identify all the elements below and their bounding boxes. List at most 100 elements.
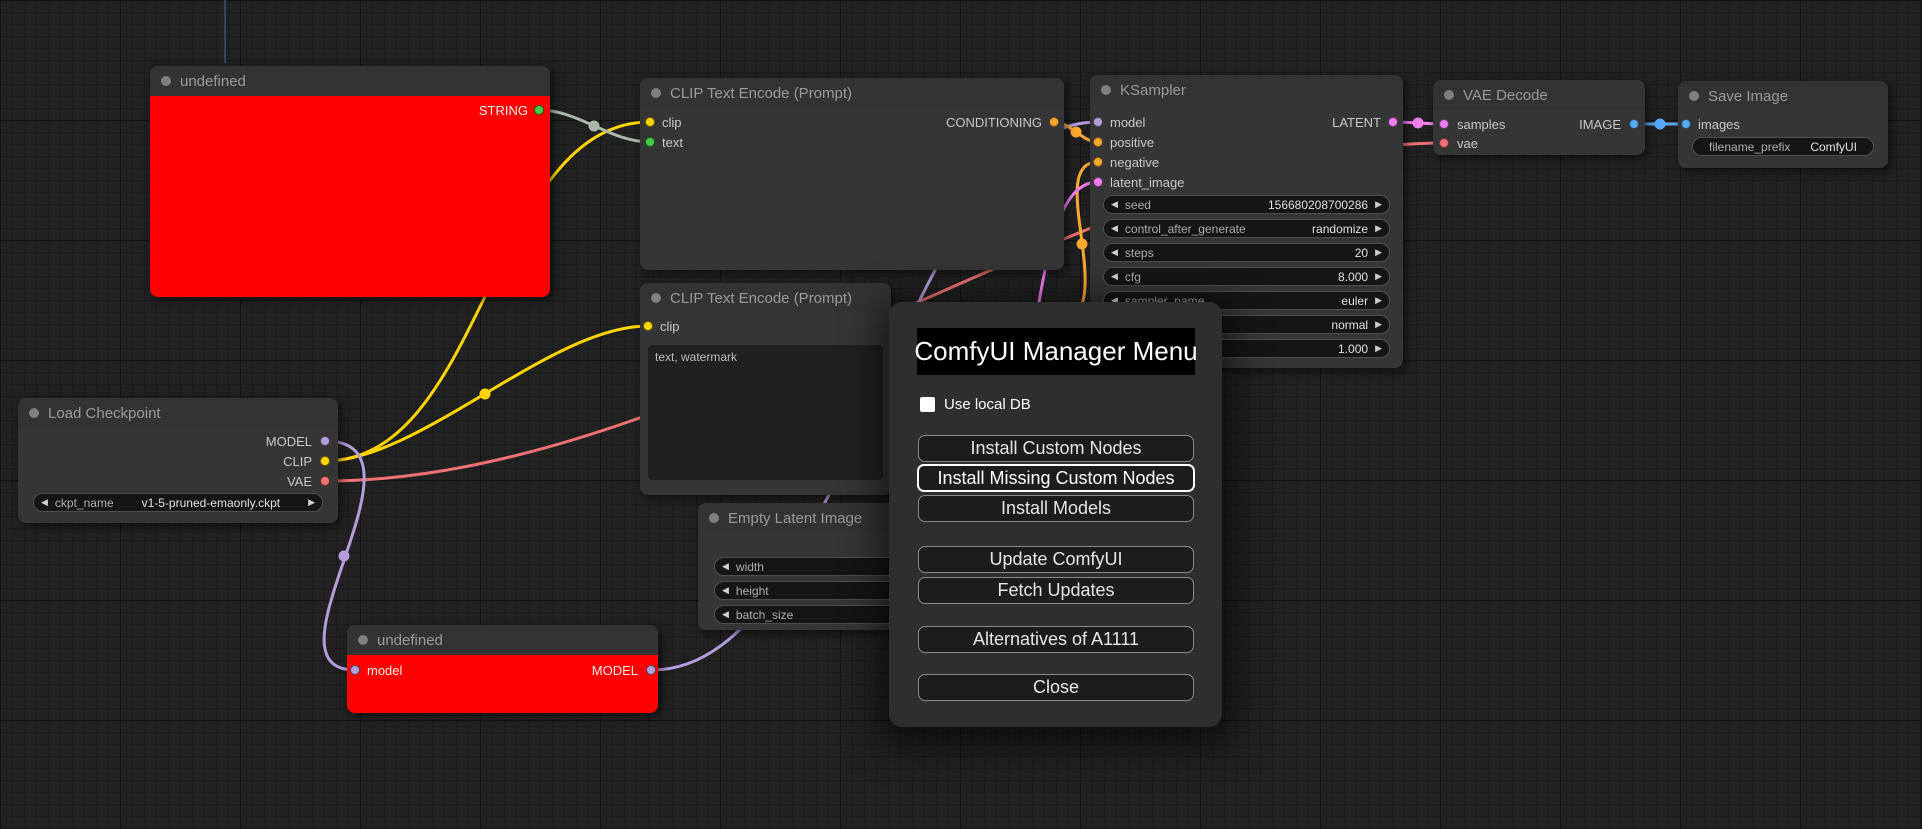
decrement-arrow-icon[interactable]: ◀ xyxy=(722,609,729,619)
widget-value: v1-5-pruned-emaonly.ckpt xyxy=(141,495,281,510)
increment-arrow-icon[interactable]: ▶ xyxy=(1375,271,1382,281)
input-port-positive[interactable] xyxy=(1093,137,1103,147)
collapse-toggle-icon[interactable] xyxy=(651,88,661,98)
input-port-samples[interactable] xyxy=(1439,119,1449,129)
decrement-arrow-icon[interactable]: ◀ xyxy=(1111,247,1118,257)
node-clip-text-encode-2[interactable]: CLIP Text Encode (Prompt) clip text, wat… xyxy=(640,283,891,495)
output-port-model[interactable] xyxy=(320,436,330,446)
input-port-vae[interactable] xyxy=(1439,138,1449,148)
fetch-updates-button[interactable]: Fetch Updates xyxy=(918,577,1194,604)
decrement-arrow-icon[interactable]: ◀ xyxy=(1111,223,1118,233)
input-port-latent-image[interactable] xyxy=(1093,177,1103,187)
install-missing-custom-nodes-button[interactable]: Install Missing Custom Nodes xyxy=(917,464,1195,492)
link-midpoint-dot xyxy=(1076,238,1088,250)
output-label-clip: CLIP xyxy=(283,454,312,469)
widget-filename-prefix[interactable]: filename_prefix ComfyUI xyxy=(1692,137,1874,156)
node-title-bar[interactable]: Save Image xyxy=(1678,81,1888,111)
output-port-image[interactable] xyxy=(1629,119,1639,129)
install-models-button[interactable]: Install Models xyxy=(918,495,1194,522)
input-port-model[interactable] xyxy=(350,665,360,675)
widget-label: seed xyxy=(1124,197,1151,212)
node-title-bar[interactable]: undefined xyxy=(150,66,550,96)
input-label-clip: clip xyxy=(660,319,680,334)
collapse-toggle-icon[interactable] xyxy=(1689,91,1699,101)
node-title-bar[interactable]: VAE Decode xyxy=(1433,80,1645,110)
input-port-model[interactable] xyxy=(1093,117,1103,127)
increment-arrow-icon[interactable]: ▶ xyxy=(1375,223,1382,233)
output-port-conditioning[interactable] xyxy=(1049,117,1059,127)
output-port-vae[interactable] xyxy=(320,476,330,486)
widget-label: cfg xyxy=(1124,269,1141,284)
widget-steps[interactable]: ◀ steps 20 ▶ xyxy=(1103,243,1390,262)
input-port-text[interactable] xyxy=(645,137,655,147)
increment-arrow-icon[interactable]: ▶ xyxy=(1375,199,1382,209)
widget-label: steps xyxy=(1124,245,1154,260)
widget-value: 8.000 xyxy=(1338,269,1369,284)
node-vae-decode[interactable]: VAE Decode samples vae IMAGE xyxy=(1433,80,1645,155)
increment-arrow-icon[interactable]: ▶ xyxy=(1375,295,1382,305)
use-local-db-row: Use local DB xyxy=(920,396,1031,413)
collapse-toggle-icon[interactable] xyxy=(1101,85,1111,95)
widget-value: 20 xyxy=(1354,245,1369,260)
link-midpoint-dot xyxy=(338,550,350,562)
use-local-db-checkbox[interactable] xyxy=(920,397,935,412)
widget-label: filename_prefix xyxy=(1709,139,1791,154)
output-port-string[interactable] xyxy=(534,105,544,115)
collapse-toggle-icon[interactable] xyxy=(161,76,171,86)
collapse-toggle-icon[interactable] xyxy=(709,513,719,523)
increment-arrow-icon[interactable]: ▶ xyxy=(1375,319,1382,329)
node-clip-text-encode-1[interactable]: CLIP Text Encode (Prompt) clip text COND… xyxy=(640,78,1064,270)
decrement-arrow-icon[interactable]: ◀ xyxy=(1111,199,1118,209)
widget-batch-size[interactable]: ◀ batch_size ▶ xyxy=(714,605,914,624)
widget-cfg[interactable]: ◀ cfg 8.000 ▶ xyxy=(1103,267,1390,286)
node-title-bar[interactable]: CLIP Text Encode (Prompt) xyxy=(640,283,891,313)
decrement-arrow-icon[interactable]: ◀ xyxy=(1111,271,1118,281)
output-label-model: MODEL xyxy=(591,663,638,678)
widget-height[interactable]: ◀ height ▶ xyxy=(714,581,914,600)
input-label-text: text xyxy=(662,135,683,150)
widget-label: height xyxy=(735,583,769,598)
output-port-latent[interactable] xyxy=(1388,117,1398,127)
widget-width[interactable]: ◀ width ▶ xyxy=(714,557,914,576)
install-custom-nodes-button[interactable]: Install Custom Nodes xyxy=(918,435,1194,462)
node-save-image[interactable]: Save Image images filename_prefix ComfyU… xyxy=(1678,81,1888,168)
widget-control-after-generate[interactable]: ◀ control_after_generate randomize ▶ xyxy=(1103,219,1390,238)
output-port-clip[interactable] xyxy=(320,456,330,466)
node-title: undefined xyxy=(180,72,246,90)
widget-seed[interactable]: ◀ seed 156680208700286 ▶ xyxy=(1103,195,1390,214)
node-undefined-top[interactable]: undefined STRING xyxy=(150,66,550,297)
output-port-model[interactable] xyxy=(646,665,656,675)
node-undefined-bottom[interactable]: undefined model MODEL xyxy=(347,625,658,713)
node-title-bar[interactable]: Load Checkpoint xyxy=(18,398,338,428)
prompt-textarea[interactable]: text, watermark xyxy=(648,345,883,480)
increment-arrow-icon[interactable]: ▶ xyxy=(308,497,315,507)
alternatives-of-a1111-button[interactable]: Alternatives of A1111 xyxy=(918,626,1194,653)
input-label-latent-image: latent_image xyxy=(1110,175,1185,190)
node-title-bar[interactable]: CLIP Text Encode (Prompt) xyxy=(640,78,1064,108)
node-load-checkpoint[interactable]: Load Checkpoint MODEL CLIP VAE ◀ ckpt_na… xyxy=(18,398,338,523)
collapse-toggle-icon[interactable] xyxy=(651,293,661,303)
input-port-clip[interactable] xyxy=(645,117,655,127)
widget-value: ComfyUI xyxy=(1810,139,1857,154)
update-comfyui-button[interactable]: Update ComfyUI xyxy=(918,546,1194,573)
increment-arrow-icon[interactable]: ▶ xyxy=(1375,343,1382,353)
decrement-arrow-icon[interactable]: ◀ xyxy=(41,497,48,507)
collapse-toggle-icon[interactable] xyxy=(29,408,39,418)
decrement-arrow-icon[interactable]: ◀ xyxy=(722,561,729,571)
node-title: undefined xyxy=(377,631,443,649)
close-button[interactable]: Close xyxy=(918,674,1194,701)
increment-arrow-icon[interactable]: ▶ xyxy=(1375,247,1382,257)
node-title-bar[interactable]: KSampler xyxy=(1090,75,1403,105)
decrement-arrow-icon[interactable]: ◀ xyxy=(1111,295,1118,305)
input-port-clip[interactable] xyxy=(643,321,653,331)
input-port-negative[interactable] xyxy=(1093,157,1103,167)
decrement-arrow-icon[interactable]: ◀ xyxy=(722,585,729,595)
node-title-bar[interactable]: undefined xyxy=(347,625,658,655)
input-port-images[interactable] xyxy=(1681,119,1691,129)
input-label-model: model xyxy=(1110,115,1146,130)
collapse-toggle-icon[interactable] xyxy=(1444,90,1454,100)
node-title: VAE Decode xyxy=(1463,86,1548,104)
widget-ckpt-name[interactable]: ◀ ckpt_name v1-5-pruned-emaonly.ckpt ▶ xyxy=(33,493,323,512)
collapse-toggle-icon[interactable] xyxy=(358,635,368,645)
